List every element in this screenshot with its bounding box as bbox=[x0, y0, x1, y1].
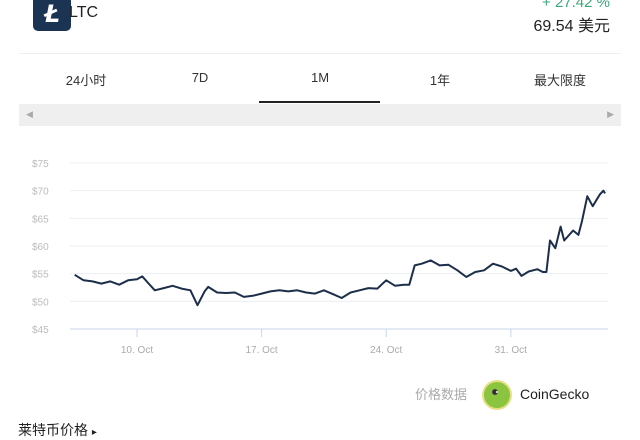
y-tick-label: $60 bbox=[32, 242, 49, 253]
coin-symbol: LTC bbox=[69, 4, 99, 21]
coingecko-logo-icon[interactable] bbox=[482, 380, 512, 410]
tab-7d[interactable]: 7D bbox=[191, 70, 209, 85]
x-tick-label: 31. Oct bbox=[495, 345, 527, 356]
scroll-right-icon[interactable]: ▶ bbox=[607, 109, 614, 119]
price-line bbox=[74, 189, 606, 307]
y-tick-label: $55 bbox=[32, 270, 49, 281]
y-tick-label: $45 bbox=[32, 325, 49, 336]
coingecko-link[interactable]: CoinGecko bbox=[520, 386, 590, 402]
y-tick-label: $70 bbox=[32, 187, 49, 198]
x-tick-label: 10. Oct bbox=[121, 345, 153, 356]
time-range-tabs: 24小时 7D 1M 1年 最大限度 bbox=[0, 70, 640, 104]
tab-1m[interactable]: 1M bbox=[310, 70, 330, 85]
x-tick-label: 17. Oct bbox=[245, 345, 277, 356]
current-price: 69.54 美元 bbox=[533, 18, 611, 35]
price-chart: $75 $70 $65 $60 $55 $50 $45 10. Oct 17. Oct 24. O… bbox=[32, 159, 608, 356]
section-title: 莱特币价格 bbox=[18, 422, 88, 438]
x-tick-label: 24. Oct bbox=[370, 345, 402, 356]
tab-1y[interactable]: 1年 bbox=[429, 73, 451, 88]
tab-24h[interactable]: 24小时 bbox=[65, 73, 107, 88]
y-tick-label: $75 bbox=[32, 159, 49, 170]
price-change: + 27.42 % bbox=[542, 0, 610, 11]
scroll-left-icon[interactable]: ◀ bbox=[26, 109, 33, 119]
divider bbox=[19, 53, 621, 54]
active-tab-indicator bbox=[259, 101, 380, 103]
litecoin-logo: Ł bbox=[33, 0, 71, 31]
price-source-label: 价格数据 bbox=[415, 387, 468, 402]
horizontal-scrollbar[interactable]: ◀ ▶ bbox=[19, 104, 621, 126]
y-tick-label: $50 bbox=[32, 297, 49, 308]
y-tick-label: $65 bbox=[32, 214, 49, 225]
tab-max[interactable]: 最大限度 bbox=[533, 73, 587, 88]
section-heading[interactable]: 莱特币价格 ▸ bbox=[18, 420, 97, 440]
